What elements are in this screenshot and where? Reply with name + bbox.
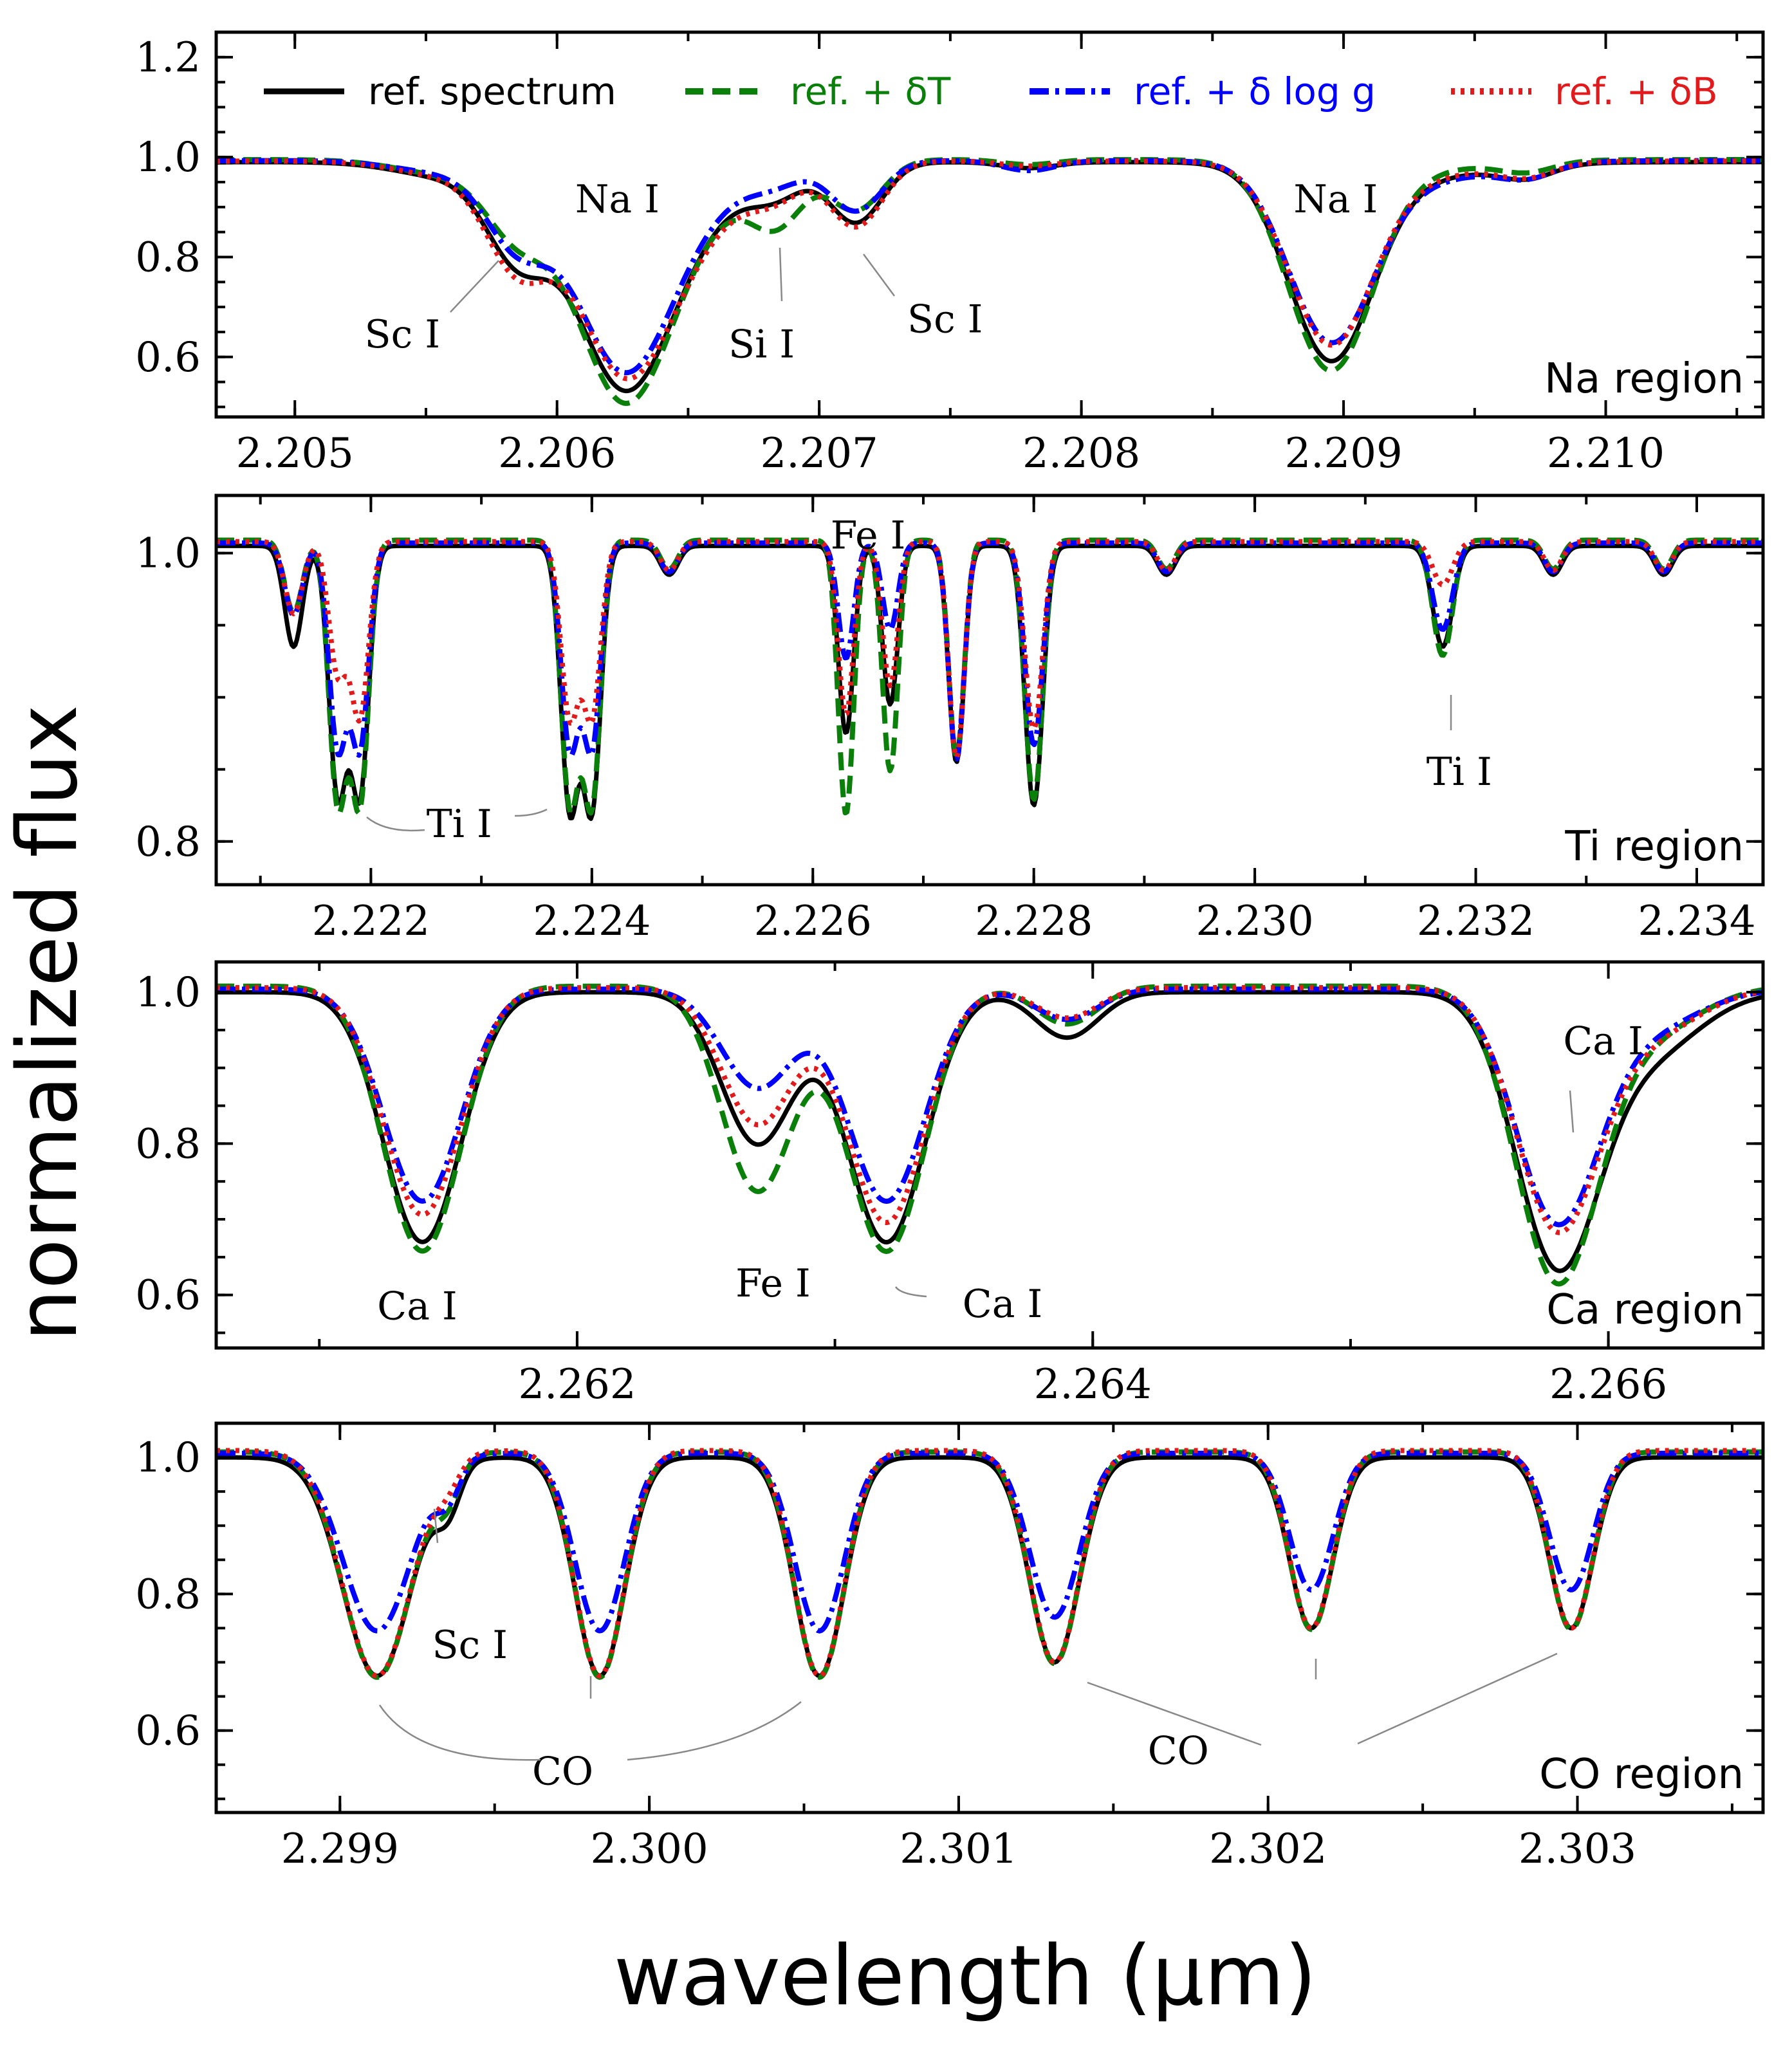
series-ref <box>216 990 1763 1273</box>
series-ref <box>216 1455 1763 1679</box>
x-tick-label: 2.262 <box>518 1361 636 1408</box>
series-dlogg <box>216 158 1763 376</box>
y-tick-label: 1.2 <box>135 34 201 82</box>
x-tick-label: 2.266 <box>1549 1361 1667 1408</box>
y-tick-label: 1.0 <box>135 969 201 1017</box>
x-tick-label: 2.207 <box>761 430 878 477</box>
legend-label-ref: ref. spectrum <box>368 69 616 113</box>
series-group <box>216 537 1763 821</box>
y-tick-label: 1.0 <box>135 530 201 578</box>
y-tick-label: 0.8 <box>135 1571 201 1618</box>
y-tick-label: 0.6 <box>135 1708 201 1755</box>
annotation-leader <box>514 808 548 817</box>
y-tick-label: 1.0 <box>135 134 201 181</box>
x-tick-label: 2.206 <box>498 430 616 477</box>
y-tick-label: 0.8 <box>135 234 201 281</box>
y-tick-label: 1.0 <box>135 1434 201 1482</box>
annotation-leader <box>1569 1090 1575 1133</box>
line-annotation: Fe I <box>831 513 906 558</box>
series-dB <box>216 539 1763 761</box>
line-annotation: Sc I <box>432 1623 508 1668</box>
series-group <box>216 157 1763 406</box>
annotation-leader <box>378 1704 541 1761</box>
region-label: Ca region <box>1546 1286 1744 1334</box>
series-dlogg <box>216 1450 1763 1634</box>
x-tick-label: 2.300 <box>591 1825 708 1873</box>
x-tick-label: 2.210 <box>1547 430 1665 477</box>
region-label: CO region <box>1539 1751 1744 1798</box>
x-tick-label: 2.299 <box>281 1825 399 1873</box>
line-annotation: CO <box>1148 1728 1209 1773</box>
series-ref <box>216 543 1763 821</box>
axes-frame <box>214 1421 1765 1814</box>
series-ref <box>216 160 1763 394</box>
series-dT <box>216 983 1763 1287</box>
line-annotation: Ti I <box>1427 750 1492 795</box>
line-annotation: Ca I <box>963 1282 1042 1327</box>
panel-4: 2.299 2.300 2.301 2.302 2.303 0.6 0.8 1.0 CO reg… <box>135 1421 1765 1873</box>
axes-frame <box>214 494 1765 887</box>
annotation-leader <box>779 247 783 302</box>
x-tick-label: 2.232 <box>1417 898 1535 945</box>
x-tick-label: 2.222 <box>312 898 430 945</box>
line-annotation: CO <box>532 1749 593 1794</box>
y-tick-label: 0.6 <box>135 1272 201 1320</box>
x-tick-label: 2.234 <box>1638 898 1755 945</box>
line-annotation: Ti I <box>427 802 492 847</box>
panel-3: 2.262 2.264 2.266 0.6 0.8 1.0 Ca region Ca I Fe … <box>135 960 1765 1408</box>
axes-frame <box>214 30 1765 419</box>
line-annotation: Ca I <box>377 1284 457 1329</box>
annotation-leader <box>1087 1681 1262 1746</box>
series-group <box>216 1448 1763 1680</box>
x-tick-label: 2.208 <box>1022 430 1140 477</box>
annotation-leader <box>627 1701 802 1761</box>
annotation-leader <box>366 816 425 832</box>
line-annotation: Sc I <box>365 312 440 357</box>
annotation-leader <box>450 260 499 313</box>
axes-frame <box>214 960 1765 1350</box>
annotation-leader <box>433 1508 439 1544</box>
y-tick-label: 0.6 <box>135 334 201 382</box>
x-tick-label: 2.303 <box>1519 1825 1636 1873</box>
panels: 2.205 2.206 2.207 2.208 2.209 2.210 0.6 0.8 1.0 1… <box>135 30 1765 1873</box>
y-tick-label: 0.8 <box>135 1120 201 1168</box>
x-tick-label: 2.230 <box>1196 898 1314 945</box>
line-annotation: Na I <box>575 177 660 222</box>
panel-2: 2.222 2.224 2.226 2.228 2.230 2.232 2.234 0.8 1.… <box>135 494 1765 945</box>
annotation-leader <box>862 254 896 297</box>
series-group <box>216 983 1763 1287</box>
line-annotation: Ca I <box>1563 1019 1643 1064</box>
legend-label-dB: ref. + δB <box>1555 69 1718 113</box>
legend-label-dlogg: ref. + δ log g <box>1134 69 1376 113</box>
legend-label-dT: ref. + δT <box>790 69 951 113</box>
series-dT <box>216 157 1763 406</box>
region-label: Ti region <box>1564 823 1744 871</box>
y-tick-label: 0.8 <box>135 818 201 866</box>
series-dT <box>216 537 1763 816</box>
line-annotation: Fe I <box>735 1261 811 1306</box>
series-dlogg <box>216 540 1763 762</box>
series-dB <box>216 158 1763 382</box>
annotation-leader <box>894 1286 927 1298</box>
legend: ref. spectrum ref. + δT ref. + δ log g ref.… <box>264 69 1718 113</box>
line-annotation: Sc I <box>907 297 983 342</box>
x-tick-label: 2.301 <box>900 1825 1017 1873</box>
x-tick-label: 2.224 <box>533 898 651 945</box>
x-tick-label: 2.302 <box>1209 1825 1327 1873</box>
x-tick-label: 2.228 <box>975 898 1093 945</box>
line-annotation: Na I <box>1293 177 1378 222</box>
annotation-leader <box>1357 1652 1558 1745</box>
y-axis-title: normalized flux <box>0 705 96 1341</box>
x-tick-label: 2.226 <box>754 898 872 945</box>
region-label: Na region <box>1544 355 1744 403</box>
panel-1: 2.205 2.206 2.207 2.208 2.209 2.210 0.6 0.8 1.0 1… <box>135 30 1765 477</box>
x-tick-label: 2.264 <box>1034 1361 1152 1408</box>
line-annotation: Si I <box>728 322 795 367</box>
x-tick-label: 2.209 <box>1284 430 1402 477</box>
x-tick-label: 2.205 <box>236 430 354 477</box>
x-axis-title: wavelength (μm) <box>614 1928 1316 2024</box>
